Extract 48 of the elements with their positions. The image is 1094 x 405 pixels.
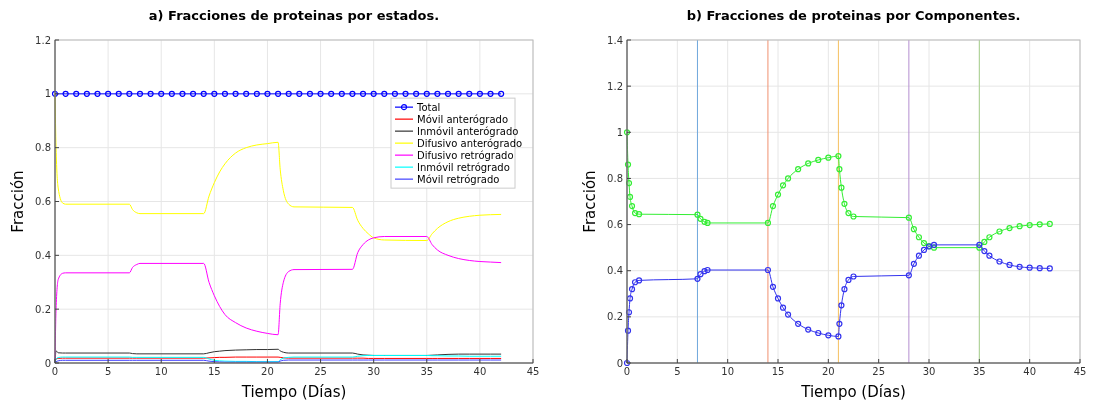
y-tick-label: 0.8 bbox=[607, 172, 623, 184]
legend-label: Difusivo anterógrado bbox=[417, 137, 523, 149]
y-tick-label: 0.8 bbox=[35, 142, 51, 154]
x-axis-title: Tiempo (Días) bbox=[240, 383, 347, 401]
y-axis-title: Fracción bbox=[9, 170, 27, 233]
y-tick-label: 0.2 bbox=[35, 303, 51, 315]
x-tick-label: 40 bbox=[1023, 366, 1037, 377]
x-tick-label: 25 bbox=[872, 366, 886, 377]
y-tick-label: 1 bbox=[44, 88, 51, 100]
x-tick-label: 35 bbox=[972, 366, 986, 377]
y-axis-title: Fracción bbox=[581, 170, 599, 233]
x-tick-label: 35 bbox=[420, 366, 434, 377]
x-tick-label: 0 bbox=[51, 366, 59, 377]
legend-label: Inmóvil anterógrado bbox=[417, 125, 519, 137]
legend-label: Inmóvil retrógrado bbox=[417, 161, 510, 173]
x-tick-label: 5 bbox=[674, 366, 681, 377]
x-tick-label: 5 bbox=[104, 366, 112, 377]
legend-label: Móvil retrógrado bbox=[417, 173, 500, 185]
x-tick-label: 25 bbox=[314, 366, 327, 377]
x-tick-label: 10 bbox=[154, 366, 168, 377]
y-tick-label: 0.6 bbox=[35, 196, 51, 207]
x-tick-label: 20 bbox=[821, 366, 835, 377]
x-tick-label: 0 bbox=[623, 366, 631, 377]
y-tick-label: 0 bbox=[44, 357, 51, 369]
y-tick-label: 0.6 bbox=[607, 219, 623, 231]
chart-title: a) Fracciones de proteinas por estados. bbox=[148, 8, 440, 23]
x-tick-label: 30 bbox=[367, 366, 381, 377]
x-tick-label: 45 bbox=[1073, 366, 1087, 377]
y-tick-label: 1.2 bbox=[607, 80, 623, 92]
y-tick-label: 0.2 bbox=[607, 311, 623, 323]
y-tick-label: 0.4 bbox=[35, 249, 51, 261]
y-tick-label: 0 bbox=[616, 357, 623, 369]
y-tick-label: 0.4 bbox=[607, 265, 623, 277]
y-tick-label: 1.4 bbox=[607, 34, 623, 46]
x-tick-label: 15 bbox=[771, 366, 785, 377]
y-tick-label: 1.2 bbox=[35, 34, 51, 46]
x-tick-label: 10 bbox=[721, 366, 735, 377]
y-tick-label: 1 bbox=[616, 126, 623, 138]
x-tick-label: 40 bbox=[473, 366, 487, 377]
legend-label: Difusivo retrógrado bbox=[417, 149, 514, 161]
x-tick-label: 45 bbox=[526, 366, 540, 377]
x-tick-label: 15 bbox=[207, 366, 221, 377]
legend-label: Móvil anterógrado bbox=[417, 113, 509, 125]
chart-title: b) Fracciones de proteinas por Componentes. bbox=[686, 8, 1021, 23]
x-tick-label: 30 bbox=[922, 366, 936, 377]
x-tick-label: 20 bbox=[261, 366, 274, 377]
legend-label: Total bbox=[416, 101, 441, 113]
x-axis-title: Tiempo (Días) bbox=[800, 383, 906, 401]
